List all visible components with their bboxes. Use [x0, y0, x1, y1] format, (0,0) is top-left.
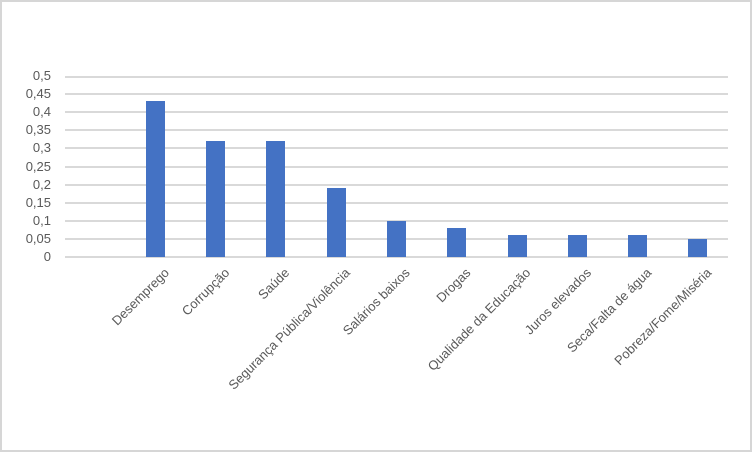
bar [447, 228, 467, 257]
bar [206, 141, 226, 257]
gridline [65, 165, 728, 168]
x-axis-label: Desemprego [108, 265, 173, 329]
gridline [65, 93, 728, 96]
y-axis-label: 0,35 [25, 122, 51, 138]
gridline [65, 129, 728, 132]
gridline [65, 76, 728, 78]
x-axis-label: Drogas [433, 265, 474, 306]
bar [628, 235, 648, 257]
bar [326, 188, 346, 257]
y-axis-label: 0,3 [32, 140, 51, 156]
gridline [65, 256, 728, 258]
x-axis-label: Qualidade da Educação [424, 265, 534, 374]
plot-area [65, 76, 728, 258]
y-axis-label: 0,05 [25, 230, 51, 246]
x-axis-label: Segurança Pública/Violência [225, 265, 353, 393]
bar [387, 220, 406, 257]
bar [507, 235, 527, 257]
y-axis-label: 0,5 [32, 68, 51, 83]
bar [145, 101, 165, 257]
y-axis-label: 0,4 [32, 104, 51, 120]
bar [688, 238, 708, 257]
y-axis-label: 0,25 [25, 158, 51, 174]
bar [567, 235, 587, 257]
y-axis-label: 0,45 [25, 86, 51, 102]
bar [266, 141, 286, 257]
y-axis-label: 0,1 [32, 212, 51, 228]
x-axis-label: Corrupção [178, 265, 233, 319]
gridline [65, 183, 728, 186]
gridline [65, 111, 728, 114]
gridline [65, 201, 728, 204]
y-axis-label: 0,2 [32, 176, 51, 192]
gridline [65, 147, 728, 150]
x-axis-label: Saúde [255, 265, 293, 303]
y-axis-label: 0,15 [25, 194, 51, 210]
y-axis-label: 0 [43, 249, 51, 264]
